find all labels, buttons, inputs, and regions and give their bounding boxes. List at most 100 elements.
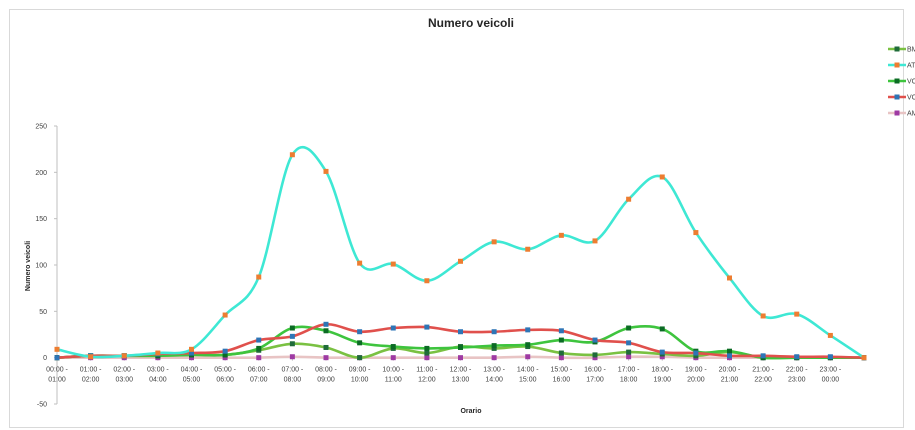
data-point: [525, 327, 531, 333]
x-tick-label: 05:00 -: [214, 367, 236, 374]
legend-swatch-marker: [894, 94, 900, 100]
data-point: [256, 355, 262, 361]
data-point: [189, 350, 194, 356]
chart-title: Numero veicoli: [428, 16, 514, 30]
data-point: [189, 355, 194, 361]
data-point: [54, 346, 60, 352]
data-point: [323, 328, 329, 334]
data-point: [289, 333, 295, 339]
series-layer: [54, 146, 867, 361]
data-point: [794, 311, 800, 317]
data-point: [424, 324, 430, 330]
data-point: [256, 274, 262, 280]
data-point: [659, 174, 665, 180]
x-tick-label: 03:00: [115, 377, 133, 384]
legend-label: AM: [907, 111, 915, 118]
data-point: [491, 345, 497, 351]
data-point: [424, 345, 430, 351]
legend-label: VC: [907, 95, 915, 102]
x-tick-label: 05:00: [183, 377, 201, 384]
x-tick-label: 08:00: [284, 377, 302, 384]
data-point: [626, 349, 632, 355]
x-tick-label: 15:00: [519, 377, 537, 384]
y-tick-label: 150: [35, 216, 47, 223]
data-point: [760, 313, 766, 319]
data-point: [491, 329, 497, 335]
legend-item: AT: [888, 62, 915, 70]
x-tick-label: 03:00 -: [147, 367, 169, 374]
data-point: [155, 350, 161, 356]
data-point: [525, 354, 531, 360]
data-point: [861, 355, 867, 361]
data-point: [693, 230, 699, 236]
y-tick-label: 50: [39, 309, 47, 316]
x-tick-label: 19:00: [653, 377, 671, 384]
data-point: [121, 353, 127, 359]
x-tick-label: 21:00: [721, 377, 739, 384]
data-point: [458, 355, 463, 361]
data-point: [222, 355, 228, 361]
legend-swatch-marker: [894, 110, 900, 116]
data-point: [357, 329, 363, 335]
data-point: [693, 353, 699, 359]
data-point: [659, 349, 665, 355]
x-tick-label: 11:00 -: [416, 367, 438, 374]
data-point: [424, 278, 430, 284]
x-tick-label: 07:00: [250, 377, 268, 384]
data-point: [592, 352, 598, 358]
x-tick-label: 16:00: [553, 377, 571, 384]
series-line: [55, 146, 866, 359]
data-point: [357, 260, 363, 266]
data-point: [222, 312, 228, 318]
data-point: [390, 325, 396, 331]
x-tick-label: 19:00 -: [685, 367, 707, 374]
x-tick-label: 09:00 -: [349, 367, 371, 374]
data-point: [525, 246, 531, 252]
data-point: [827, 332, 833, 338]
x-tick-label: 22:00 -: [786, 367, 808, 374]
y-tick-label: 250: [35, 124, 47, 131]
series-at-1: [54, 146, 867, 361]
data-point: [558, 328, 564, 334]
data-point: [323, 344, 329, 350]
legend-item: VC: [888, 78, 915, 86]
data-point: [54, 355, 60, 361]
y-tick-label: -50: [37, 402, 47, 409]
data-point: [323, 321, 329, 327]
data-point: [659, 326, 665, 332]
data-point: [390, 261, 396, 267]
data-point: [222, 352, 228, 358]
data-point: [256, 337, 262, 343]
x-tick-label: 07:00 -: [281, 367, 303, 374]
legend: BM AT VC VC AM: [888, 46, 915, 118]
x-tick-label: 06:00: [216, 377, 234, 384]
axes: -50 0 50 100 150 200 250 00:00 - 01:00 01:00 - 02:…: [35, 124, 865, 409]
x-tick-label: 02:00: [82, 377, 100, 384]
data-point: [727, 348, 732, 354]
x-tick-label: 13:00 -: [483, 367, 505, 374]
data-point: [760, 353, 766, 359]
data-point: [289, 341, 295, 347]
data-point: [189, 346, 194, 352]
data-point: [558, 355, 564, 361]
data-point: [592, 355, 598, 361]
x-tick-label: 01:00: [48, 377, 66, 384]
x-tick-label: 06:00 -: [248, 367, 270, 374]
data-point: [727, 353, 732, 359]
x-tick-label: 20:00: [687, 377, 705, 384]
x-tick-label: 01:00 -: [80, 367, 102, 374]
x-tick-label: 08:00 -: [315, 367, 337, 374]
data-point: [289, 325, 295, 331]
data-point: [659, 354, 665, 360]
x-tick-label: 23:00: [788, 377, 806, 384]
y-axis-title: Numero veicoli: [25, 241, 32, 291]
data-point: [491, 355, 497, 361]
data-point: [458, 344, 463, 350]
x-tick-label: 18:00 -: [651, 367, 673, 374]
data-point: [693, 350, 699, 356]
x-tick-label: 00:00: [822, 377, 840, 384]
data-point: [323, 168, 329, 174]
x-tick-label: 21:00 -: [752, 367, 774, 374]
data-point: [390, 355, 396, 361]
